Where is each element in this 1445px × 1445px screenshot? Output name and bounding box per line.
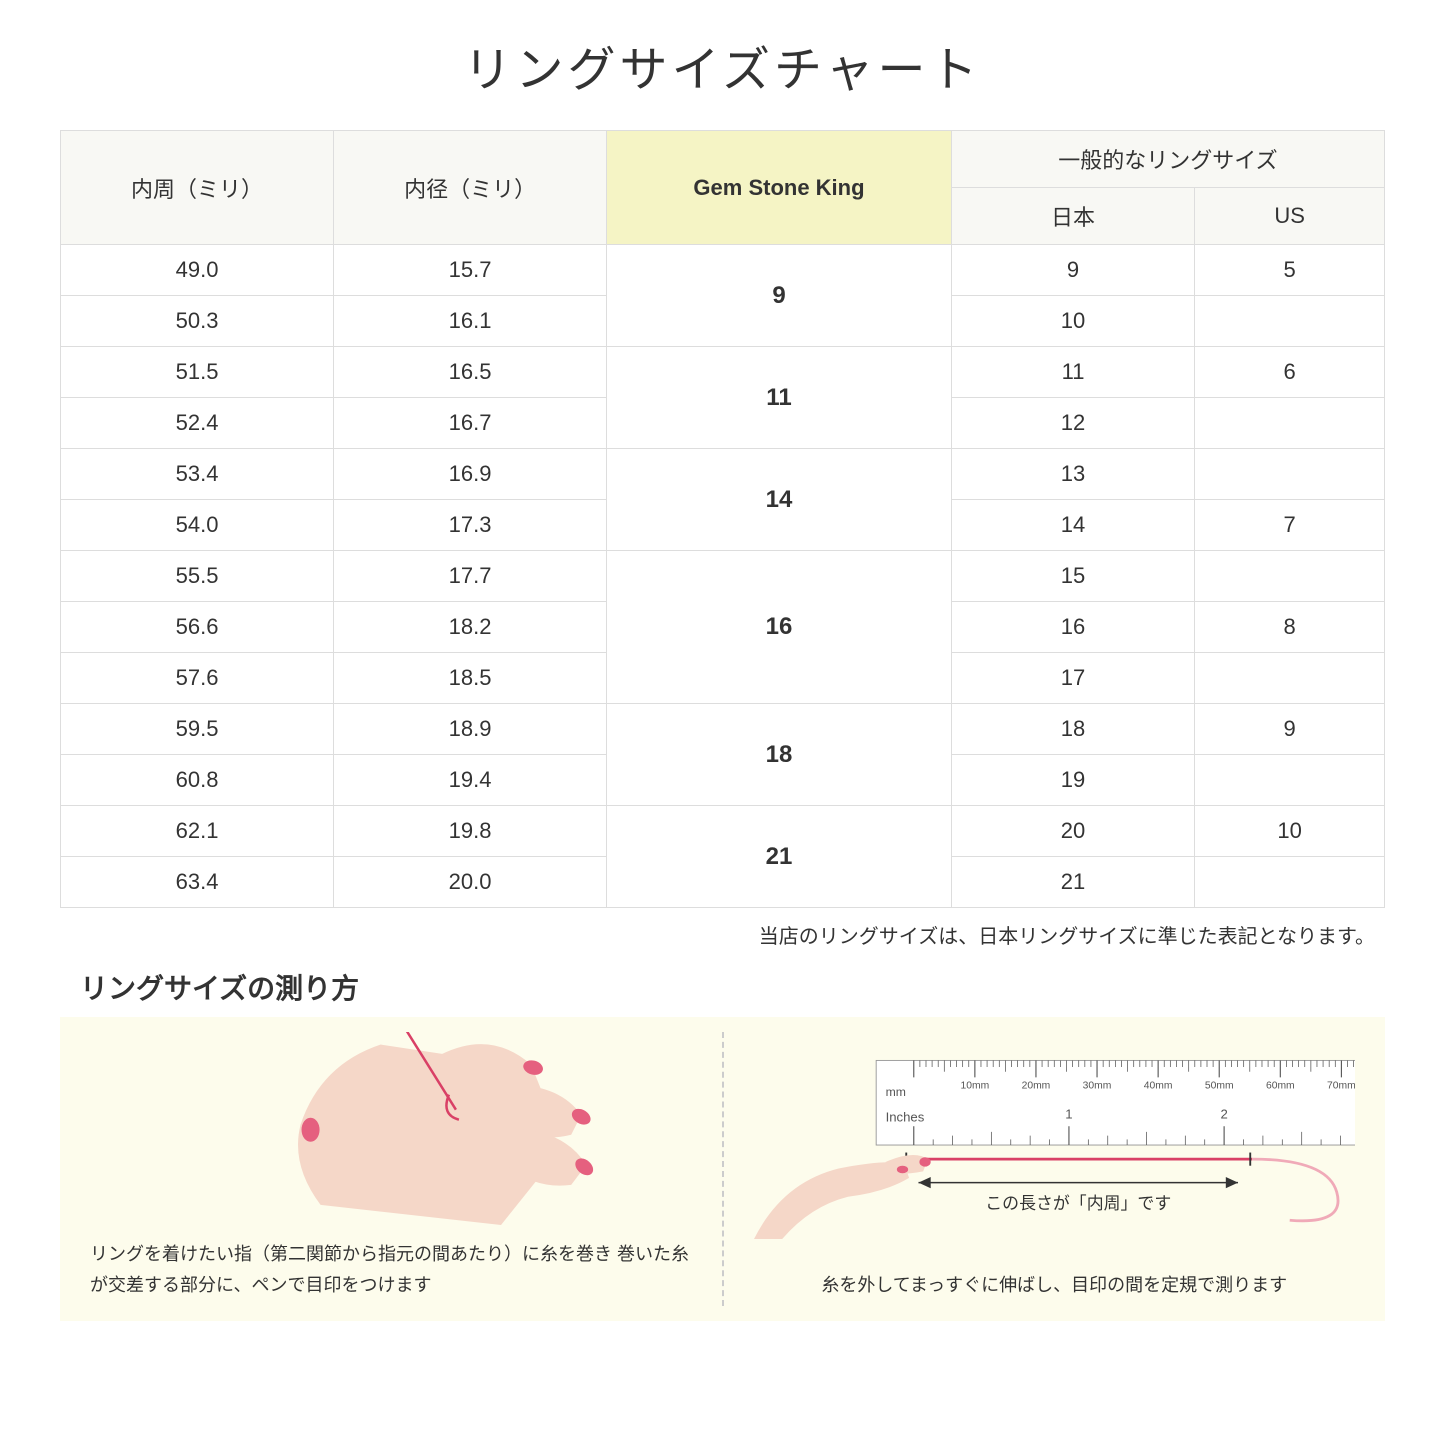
cell-diameter: 17.7 xyxy=(334,551,607,602)
cell-diameter: 18.5 xyxy=(334,653,607,704)
howto-step-1: リングを着けたい指（第二関節から指元の間あたり）に糸を巻き 巻いた糸が交差する部… xyxy=(60,1017,722,1321)
cell-circumference: 62.1 xyxy=(61,806,334,857)
cell-gsk: 14 xyxy=(607,449,952,551)
cell-gsk: 18 xyxy=(607,704,952,806)
howto-caption-1: リングを着けたい指（第二関節から指元の間あたり）に糸を巻き 巻いた糸が交差する部… xyxy=(90,1239,692,1300)
cell-japan: 15 xyxy=(951,551,1194,602)
cell-us xyxy=(1195,653,1385,704)
ring-size-table: 内周（ミリ） 内径（ミリ） Gem Stone King 一般的なリングサイズ … xyxy=(60,130,1385,908)
cell-circumference: 50.3 xyxy=(61,296,334,347)
svg-text:70mm: 70mm xyxy=(1327,1081,1355,1092)
cell-us xyxy=(1195,449,1385,500)
th-diameter: 内径（ミリ） xyxy=(334,131,607,245)
cell-circumference: 63.4 xyxy=(61,857,334,908)
cell-japan: 11 xyxy=(951,347,1194,398)
cell-diameter: 16.9 xyxy=(334,449,607,500)
cell-diameter: 17.3 xyxy=(334,500,607,551)
cell-us xyxy=(1195,755,1385,806)
svg-text:40mm: 40mm xyxy=(1143,1081,1172,1092)
cell-gsk: 11 xyxy=(607,347,952,449)
cell-us: 9 xyxy=(1195,704,1385,755)
th-general: 一般的なリングサイズ xyxy=(951,131,1384,188)
measure-arrow-right xyxy=(1225,1177,1237,1188)
svg-text:10mm: 10mm xyxy=(960,1081,989,1092)
cell-us xyxy=(1195,857,1385,908)
hand-2-nail-2 xyxy=(896,1166,907,1174)
hand-2-palm xyxy=(754,1162,909,1239)
cell-us xyxy=(1195,398,1385,449)
cell-japan: 19 xyxy=(951,755,1194,806)
svg-text:20mm: 20mm xyxy=(1021,1081,1050,1092)
svg-text:30mm: 30mm xyxy=(1082,1081,1111,1092)
cell-japan: 21 xyxy=(951,857,1194,908)
cell-circumference: 59.5 xyxy=(61,704,334,755)
cell-japan: 10 xyxy=(951,296,1194,347)
cell-gsk: 21 xyxy=(607,806,952,908)
cell-us: 7 xyxy=(1195,500,1385,551)
howto-panel: リングを着けたい指（第二関節から指元の間あたり）に糸を巻き 巻いた糸が交差する部… xyxy=(60,1017,1385,1321)
howto-caption-2: 糸を外してまっすぐに伸ばし、目印の間を定規で測ります xyxy=(754,1270,1356,1301)
cell-japan: 20 xyxy=(951,806,1194,857)
cell-japan: 9 xyxy=(951,245,1194,296)
cell-diameter: 16.7 xyxy=(334,398,607,449)
page-title: リングサイズチャート xyxy=(60,30,1385,100)
cell-diameter: 19.8 xyxy=(334,806,607,857)
cell-diameter: 16.5 xyxy=(334,347,607,398)
cell-japan: 12 xyxy=(951,398,1194,449)
cell-japan: 16 xyxy=(951,602,1194,653)
cell-circumference: 55.5 xyxy=(61,551,334,602)
svg-text:1: 1 xyxy=(1065,1107,1072,1122)
thread-tail xyxy=(1252,1159,1338,1221)
hand-2-nail-1 xyxy=(919,1157,930,1166)
howto-title: リングサイズの測り方 xyxy=(60,967,1385,1007)
cell-diameter: 19.4 xyxy=(334,755,607,806)
cell-japan: 18 xyxy=(951,704,1194,755)
th-us: US xyxy=(1195,188,1385,245)
cell-diameter: 16.1 xyxy=(334,296,607,347)
th-japan: 日本 xyxy=(951,188,1194,245)
table-note: 当店のリングサイズは、日本リングサイズに準じた表記となります。 xyxy=(60,920,1385,949)
cell-circumference: 53.4 xyxy=(61,449,334,500)
cell-us xyxy=(1195,551,1385,602)
measure-arrow-left xyxy=(918,1177,930,1188)
cell-circumference: 51.5 xyxy=(61,347,334,398)
measure-label: この長さが「内周」です xyxy=(985,1194,1171,1213)
cell-diameter: 20.0 xyxy=(334,857,607,908)
cell-gsk: 9 xyxy=(607,245,952,347)
cell-circumference: 49.0 xyxy=(61,245,334,296)
cell-japan: 14 xyxy=(951,500,1194,551)
cell-circumference: 52.4 xyxy=(61,398,334,449)
hand-wrap-illustration xyxy=(90,1032,692,1227)
svg-text:50mm: 50mm xyxy=(1204,1081,1233,1092)
howto-step-2: mm Inches 10mm 20mm 30mm 40mm 50mm 60mm 70mm 1… xyxy=(724,1017,1386,1321)
ruler-mm-label: mm xyxy=(885,1085,905,1099)
cell-diameter: 18.2 xyxy=(334,602,607,653)
svg-text:2: 2 xyxy=(1220,1107,1227,1122)
cell-japan: 13 xyxy=(951,449,1194,500)
th-circumference: 内周（ミリ） xyxy=(61,131,334,245)
cell-circumference: 56.6 xyxy=(61,602,334,653)
cell-diameter: 18.9 xyxy=(334,704,607,755)
ruler-measure-illustration: mm Inches 10mm 20mm 30mm 40mm 50mm 60mm 70mm 1… xyxy=(754,1032,1356,1258)
cell-circumference: 54.0 xyxy=(61,500,334,551)
ruler-inches-label: Inches xyxy=(885,1110,924,1125)
cell-us xyxy=(1195,296,1385,347)
cell-us: 8 xyxy=(1195,602,1385,653)
cell-gsk: 16 xyxy=(607,551,952,704)
cell-us: 10 xyxy=(1195,806,1385,857)
cell-japan: 17 xyxy=(951,653,1194,704)
ruler-body xyxy=(876,1060,1355,1145)
cell-us: 6 xyxy=(1195,347,1385,398)
nail-thumb xyxy=(302,1118,320,1142)
cell-circumference: 57.6 xyxy=(61,653,334,704)
cell-us: 5 xyxy=(1195,245,1385,296)
cell-diameter: 15.7 xyxy=(334,245,607,296)
cell-circumference: 60.8 xyxy=(61,755,334,806)
svg-text:60mm: 60mm xyxy=(1265,1081,1294,1092)
th-gsk: Gem Stone King xyxy=(607,131,952,245)
